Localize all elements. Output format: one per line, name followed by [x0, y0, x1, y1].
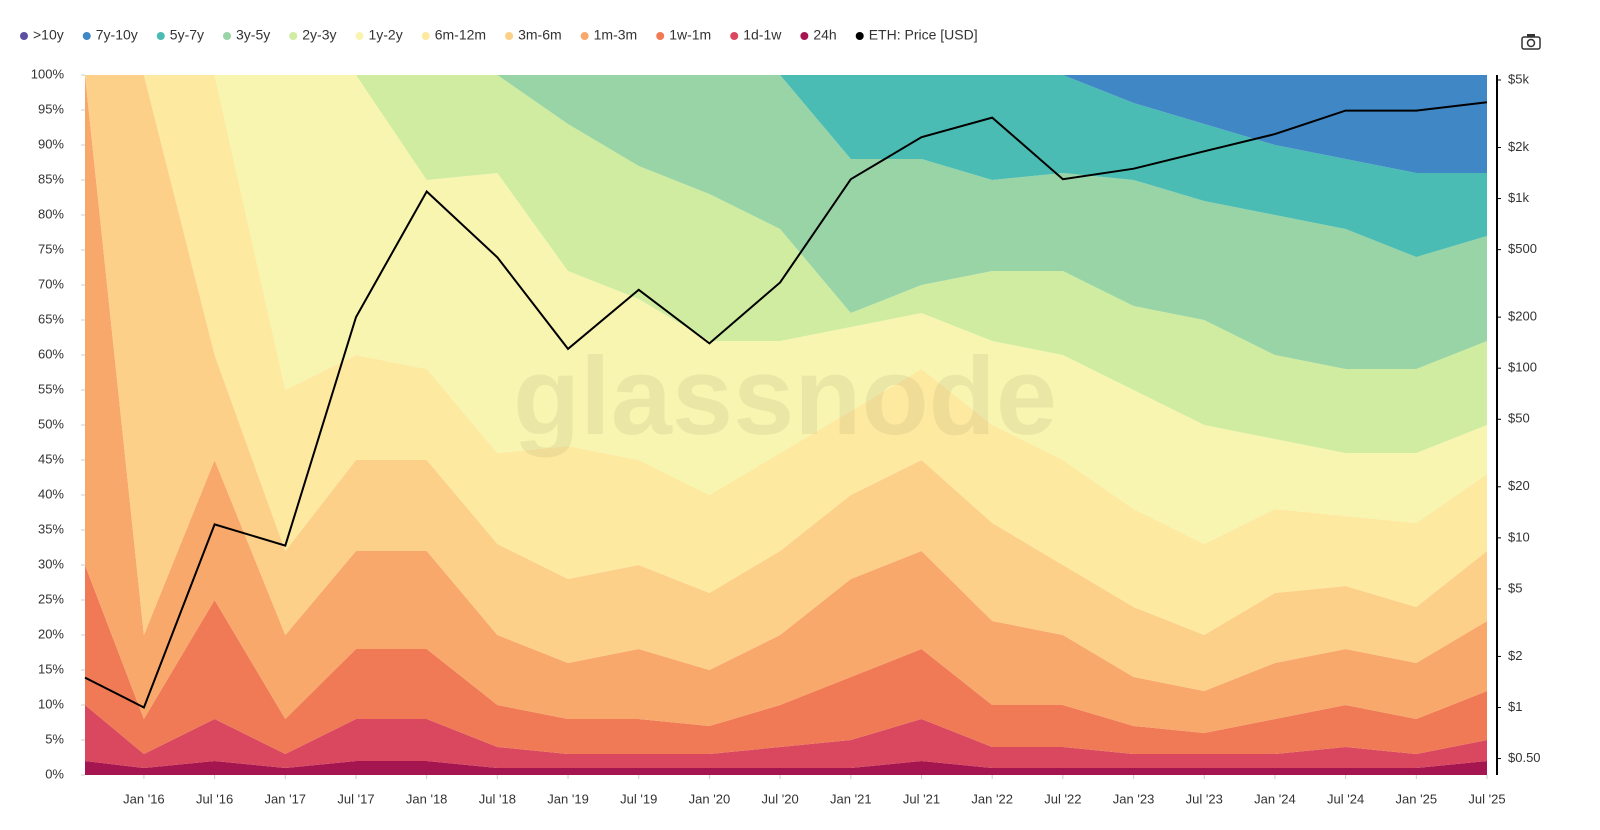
area: [85, 75, 1487, 691]
area: [85, 75, 1487, 544]
y-tick-label: 90%: [38, 136, 64, 151]
y-tick-label: 0%: [45, 766, 64, 781]
y-tick-label: 75%: [38, 241, 64, 256]
y-tick-label: 70%: [38, 276, 64, 291]
x-tick-label: Jan '24: [1254, 791, 1296, 806]
y2-tick-label: $10: [1508, 529, 1530, 544]
y2-tick-label: $1k: [1508, 190, 1529, 205]
x-tick-label: Jan '18: [406, 791, 448, 806]
x-tick-label: Jan '20: [689, 791, 731, 806]
legend-swatch: [855, 32, 864, 40]
legend-label: 1y-2y: [368, 27, 402, 43]
legend-swatch: [289, 32, 298, 40]
x-tick-label: Jan '25: [1396, 791, 1438, 806]
legend-swatch: [656, 32, 665, 40]
x-tick-label: Jul '24: [1327, 791, 1364, 806]
x-tick-label: Jan '23: [1113, 791, 1155, 806]
legend-swatch: [355, 32, 364, 40]
y-tick-label: 50%: [38, 416, 64, 431]
y-tick-label: 55%: [38, 381, 64, 396]
legend-label: >10y: [33, 27, 64, 43]
legend-swatch: [223, 32, 232, 40]
area: [85, 565, 1487, 754]
legend-swatch: [82, 32, 91, 40]
legend-label: 3y-5y: [236, 27, 270, 43]
legend: >10y 7y-10y 5y-7y 3y-5y 2y-3y 1y-2y 6m-12m 3m-6…: [20, 27, 978, 43]
y-tick-label: 60%: [38, 346, 64, 361]
x-tick-label: Jan '19: [547, 791, 589, 806]
y-tick-label: 10%: [38, 696, 64, 711]
x-tick-label: Jan '17: [265, 791, 307, 806]
legend-label: 24h: [813, 27, 836, 43]
x-tick-label: Jul '21: [903, 791, 940, 806]
legend-label: 7y-10y: [96, 27, 138, 43]
y2-tick-label: $200: [1508, 309, 1537, 324]
legend-label: 5y-7y: [170, 27, 204, 43]
y-tick-label: 95%: [38, 101, 64, 116]
y-tick-label: 40%: [38, 486, 64, 501]
y2-tick-label: $20: [1508, 478, 1530, 493]
y2-tick-label: $50: [1508, 411, 1530, 426]
legend-swatch: [730, 32, 739, 40]
x-tick-label: Jul '20: [762, 791, 799, 806]
area: [85, 75, 1487, 453]
area: [85, 75, 1487, 257]
legend-swatch: [421, 32, 430, 40]
y2-tick-label: $5: [1508, 580, 1522, 595]
y-tick-label: 45%: [38, 451, 64, 466]
legend-swatch: [156, 32, 165, 40]
y-tick-label: 15%: [38, 661, 64, 676]
y2-tick-label: $5k: [1508, 71, 1529, 86]
x-tick-label: Jul '16: [196, 791, 233, 806]
watermark: glassnode: [513, 335, 1057, 458]
x-tick-label: Jan '21: [830, 791, 872, 806]
y-tick-label: 20%: [38, 626, 64, 641]
camera-icon[interactable]: [1521, 34, 1541, 50]
y-tick-label: 35%: [38, 521, 64, 536]
legend-swatch: [20, 32, 28, 40]
area: [85, 75, 1487, 173]
legend-label: ETH: Price [USD]: [869, 27, 978, 43]
y2-tick-label: $2k: [1508, 139, 1529, 154]
y2-tick-label: $1: [1508, 699, 1522, 714]
y2-tick-label: $2: [1508, 648, 1522, 663]
legend-label: 1d-1w: [743, 27, 782, 43]
x-tick-label: Jul '19: [620, 791, 657, 806]
x-tick-label: Jan '22: [971, 791, 1013, 806]
y-tick-label: 25%: [38, 591, 64, 606]
x-tick-label: Jul '23: [1186, 791, 1223, 806]
x-tick-label: Jul '18: [479, 791, 516, 806]
y-tick-label: 5%: [45, 731, 64, 746]
legend-swatch: [505, 32, 514, 40]
legend-label: 1m-3m: [594, 27, 638, 43]
y-tick-label: 80%: [38, 206, 64, 221]
y2-tick-label: $100: [1508, 360, 1537, 375]
price-line: [84, 101, 1488, 709]
legend-swatch: [800, 32, 809, 40]
axes: 0% 5% 10% 15% 20% 25% 30% 35% 40% 45% 50% 55% 60% 65%…: [31, 66, 1541, 806]
area: [85, 75, 1487, 369]
area: [85, 705, 1487, 768]
y2-tick-label: $0.50: [1508, 750, 1541, 765]
y-tick-label: 30%: [38, 556, 64, 571]
plot-area: [84, 75, 1488, 775]
y-tick-label: 85%: [38, 171, 64, 186]
area: [85, 75, 1487, 635]
legend-swatch: [580, 32, 589, 40]
x-tick-label: Jan '16: [123, 791, 165, 806]
legend-label: 2y-3y: [302, 27, 336, 43]
legend-label: 3m-6m: [518, 27, 562, 43]
y-tick-label: 100%: [31, 66, 65, 81]
legend-label: 6m-12m: [435, 27, 486, 43]
x-tick-label: Jul '25: [1468, 791, 1505, 806]
x-tick-label: Jul '22: [1044, 791, 1081, 806]
y2-tick-label: $500: [1508, 241, 1537, 256]
x-tick-label: Jul '17: [337, 791, 374, 806]
legend-label: 1w-1m: [669, 27, 711, 43]
area: [85, 75, 1487, 733]
y-tick-label: 65%: [38, 311, 64, 326]
